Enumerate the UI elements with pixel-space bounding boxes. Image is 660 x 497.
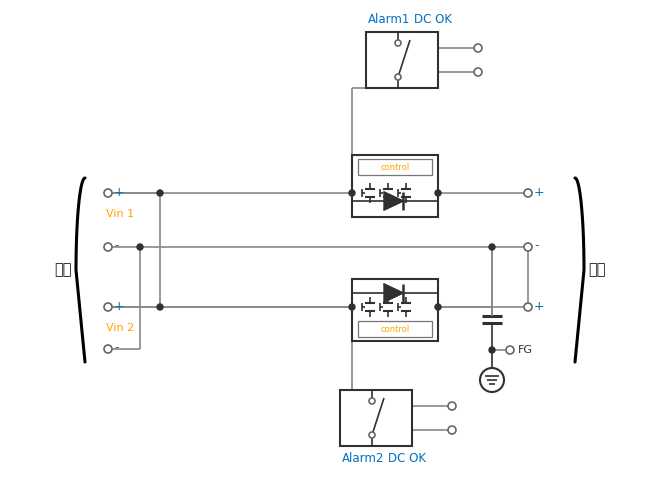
Circle shape	[435, 190, 441, 196]
Circle shape	[137, 244, 143, 250]
Circle shape	[480, 368, 504, 392]
Circle shape	[104, 189, 112, 197]
Circle shape	[474, 68, 482, 76]
Polygon shape	[384, 284, 403, 302]
Circle shape	[489, 347, 495, 353]
Circle shape	[395, 74, 401, 80]
Polygon shape	[384, 192, 403, 210]
Bar	[352, 155, 438, 217]
Bar	[358, 321, 432, 337]
Bar	[358, 159, 432, 175]
Circle shape	[395, 40, 401, 46]
Circle shape	[104, 243, 112, 251]
Text: Alarm2: Alarm2	[342, 452, 384, 465]
Circle shape	[157, 190, 163, 196]
Text: +: +	[114, 185, 125, 198]
Text: control: control	[380, 163, 410, 171]
Circle shape	[349, 304, 355, 310]
Circle shape	[157, 304, 163, 310]
Bar	[340, 390, 412, 446]
Circle shape	[489, 244, 495, 250]
Text: -: -	[534, 240, 539, 252]
Text: 输入: 输入	[54, 262, 72, 277]
Bar	[366, 32, 438, 88]
Text: DC OK: DC OK	[414, 13, 452, 26]
Text: -: -	[114, 240, 119, 252]
Circle shape	[524, 243, 532, 251]
Circle shape	[474, 44, 482, 52]
Circle shape	[435, 304, 441, 310]
Text: +: +	[534, 300, 544, 313]
Text: -: -	[114, 341, 119, 354]
Circle shape	[524, 189, 532, 197]
Circle shape	[104, 345, 112, 353]
Circle shape	[349, 190, 355, 196]
Text: control: control	[380, 325, 410, 333]
Text: 输出: 输出	[588, 262, 606, 277]
Text: DC OK: DC OK	[388, 452, 426, 465]
Circle shape	[448, 426, 456, 434]
Text: +: +	[534, 185, 544, 198]
Circle shape	[448, 402, 456, 410]
Circle shape	[104, 303, 112, 311]
Circle shape	[369, 398, 375, 404]
Text: Alarm1: Alarm1	[368, 13, 411, 26]
Circle shape	[524, 303, 532, 311]
Circle shape	[369, 432, 375, 438]
Text: Vin 1: Vin 1	[106, 209, 134, 219]
Circle shape	[506, 346, 514, 354]
Text: +: +	[114, 300, 125, 313]
Text: FG: FG	[518, 345, 533, 355]
Text: Vin 2: Vin 2	[106, 323, 134, 333]
Bar	[352, 279, 438, 341]
